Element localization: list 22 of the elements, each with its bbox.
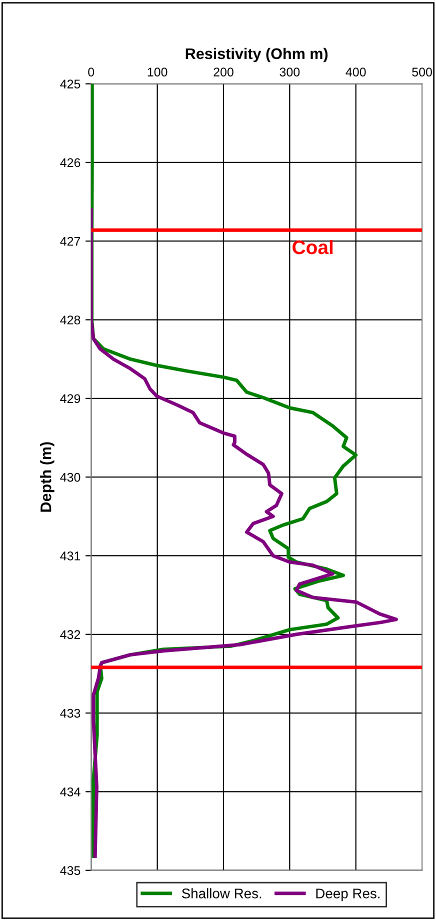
- y-tick-label: 425: [60, 80, 80, 88]
- y-tick-label: 435: [60, 866, 80, 875]
- y-tick-label: 431: [60, 552, 80, 560]
- y-tick-label: 432: [60, 630, 80, 640]
- y-tick-label: 426: [60, 158, 80, 168]
- annotation: Coal: [292, 240, 333, 254]
- y-tick-label: 428: [60, 316, 80, 324]
- x-tick-label: 100: [148, 68, 168, 76]
- legend-label: Deep Res.: [316, 888, 380, 902]
- x-axis-title: Resistivity (Ohm m): [186, 48, 328, 62]
- x-tick-label: 0: [88, 68, 94, 76]
- y-tick-label: 433: [60, 708, 80, 718]
- x-tick-label: 200: [214, 68, 234, 76]
- y-tick-label: 427: [60, 236, 80, 246]
- legend-label: Shallow Res.: [182, 888, 262, 898]
- x-tick-label: 500: [412, 68, 432, 76]
- y-tick-label: 429: [60, 394, 80, 404]
- y-tick-label: 430: [60, 472, 80, 482]
- y-axis-title: Depth (m): [40, 442, 54, 512]
- x-tick-label: 300: [280, 68, 300, 76]
- x-tick-label: 400: [346, 68, 366, 76]
- y-tick-label: 434: [60, 787, 80, 796]
